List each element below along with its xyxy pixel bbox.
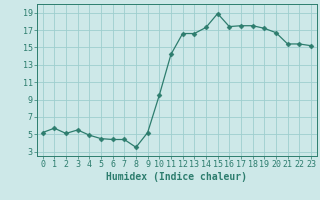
X-axis label: Humidex (Indice chaleur): Humidex (Indice chaleur) [106,172,247,182]
